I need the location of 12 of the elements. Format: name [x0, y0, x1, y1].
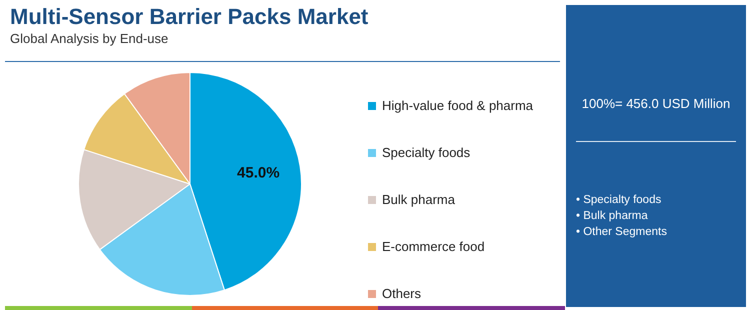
data-label: 45.0% [237, 164, 280, 182]
legend-label: Bulk pharma [382, 192, 455, 207]
text: 100%= 456.0 USD Million [580, 96, 732, 111]
chart-title: Multi-Sensor Barrier Packs Market [10, 4, 368, 30]
chart-subtitle: Global Analysis by End-use [10, 31, 168, 46]
legend-label: High-value food & pharma [382, 98, 534, 113]
text: • Other Segments [576, 225, 667, 240]
legend-label: Others [382, 286, 422, 301]
text: • Bulk pharma [576, 209, 649, 224]
legend-label: E-commerce food [382, 239, 485, 254]
text: • Specialty foods [576, 193, 662, 208]
legend-label: Specialty foods [382, 145, 470, 160]
